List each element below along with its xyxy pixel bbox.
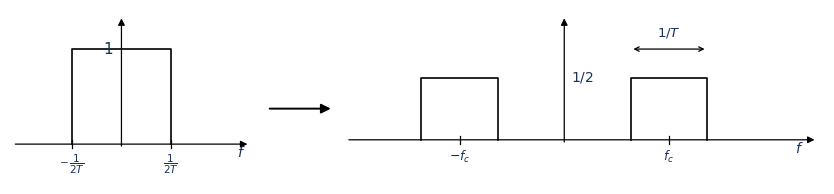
Text: $f_c$: $f_c$ <box>663 148 675 165</box>
Text: $f$: $f$ <box>238 145 246 160</box>
Text: $1$: $1$ <box>103 41 113 57</box>
Text: $1/2$: $1/2$ <box>571 70 594 85</box>
Text: $f$: $f$ <box>795 141 803 156</box>
Text: $-\,\dfrac{1}{2T}$: $-\,\dfrac{1}{2T}$ <box>59 153 85 176</box>
Text: $-f_c$: $-f_c$ <box>449 148 470 165</box>
Text: $\dfrac{1}{2T}$: $\dfrac{1}{2T}$ <box>163 153 178 176</box>
Text: $1/T$: $1/T$ <box>657 26 681 40</box>
